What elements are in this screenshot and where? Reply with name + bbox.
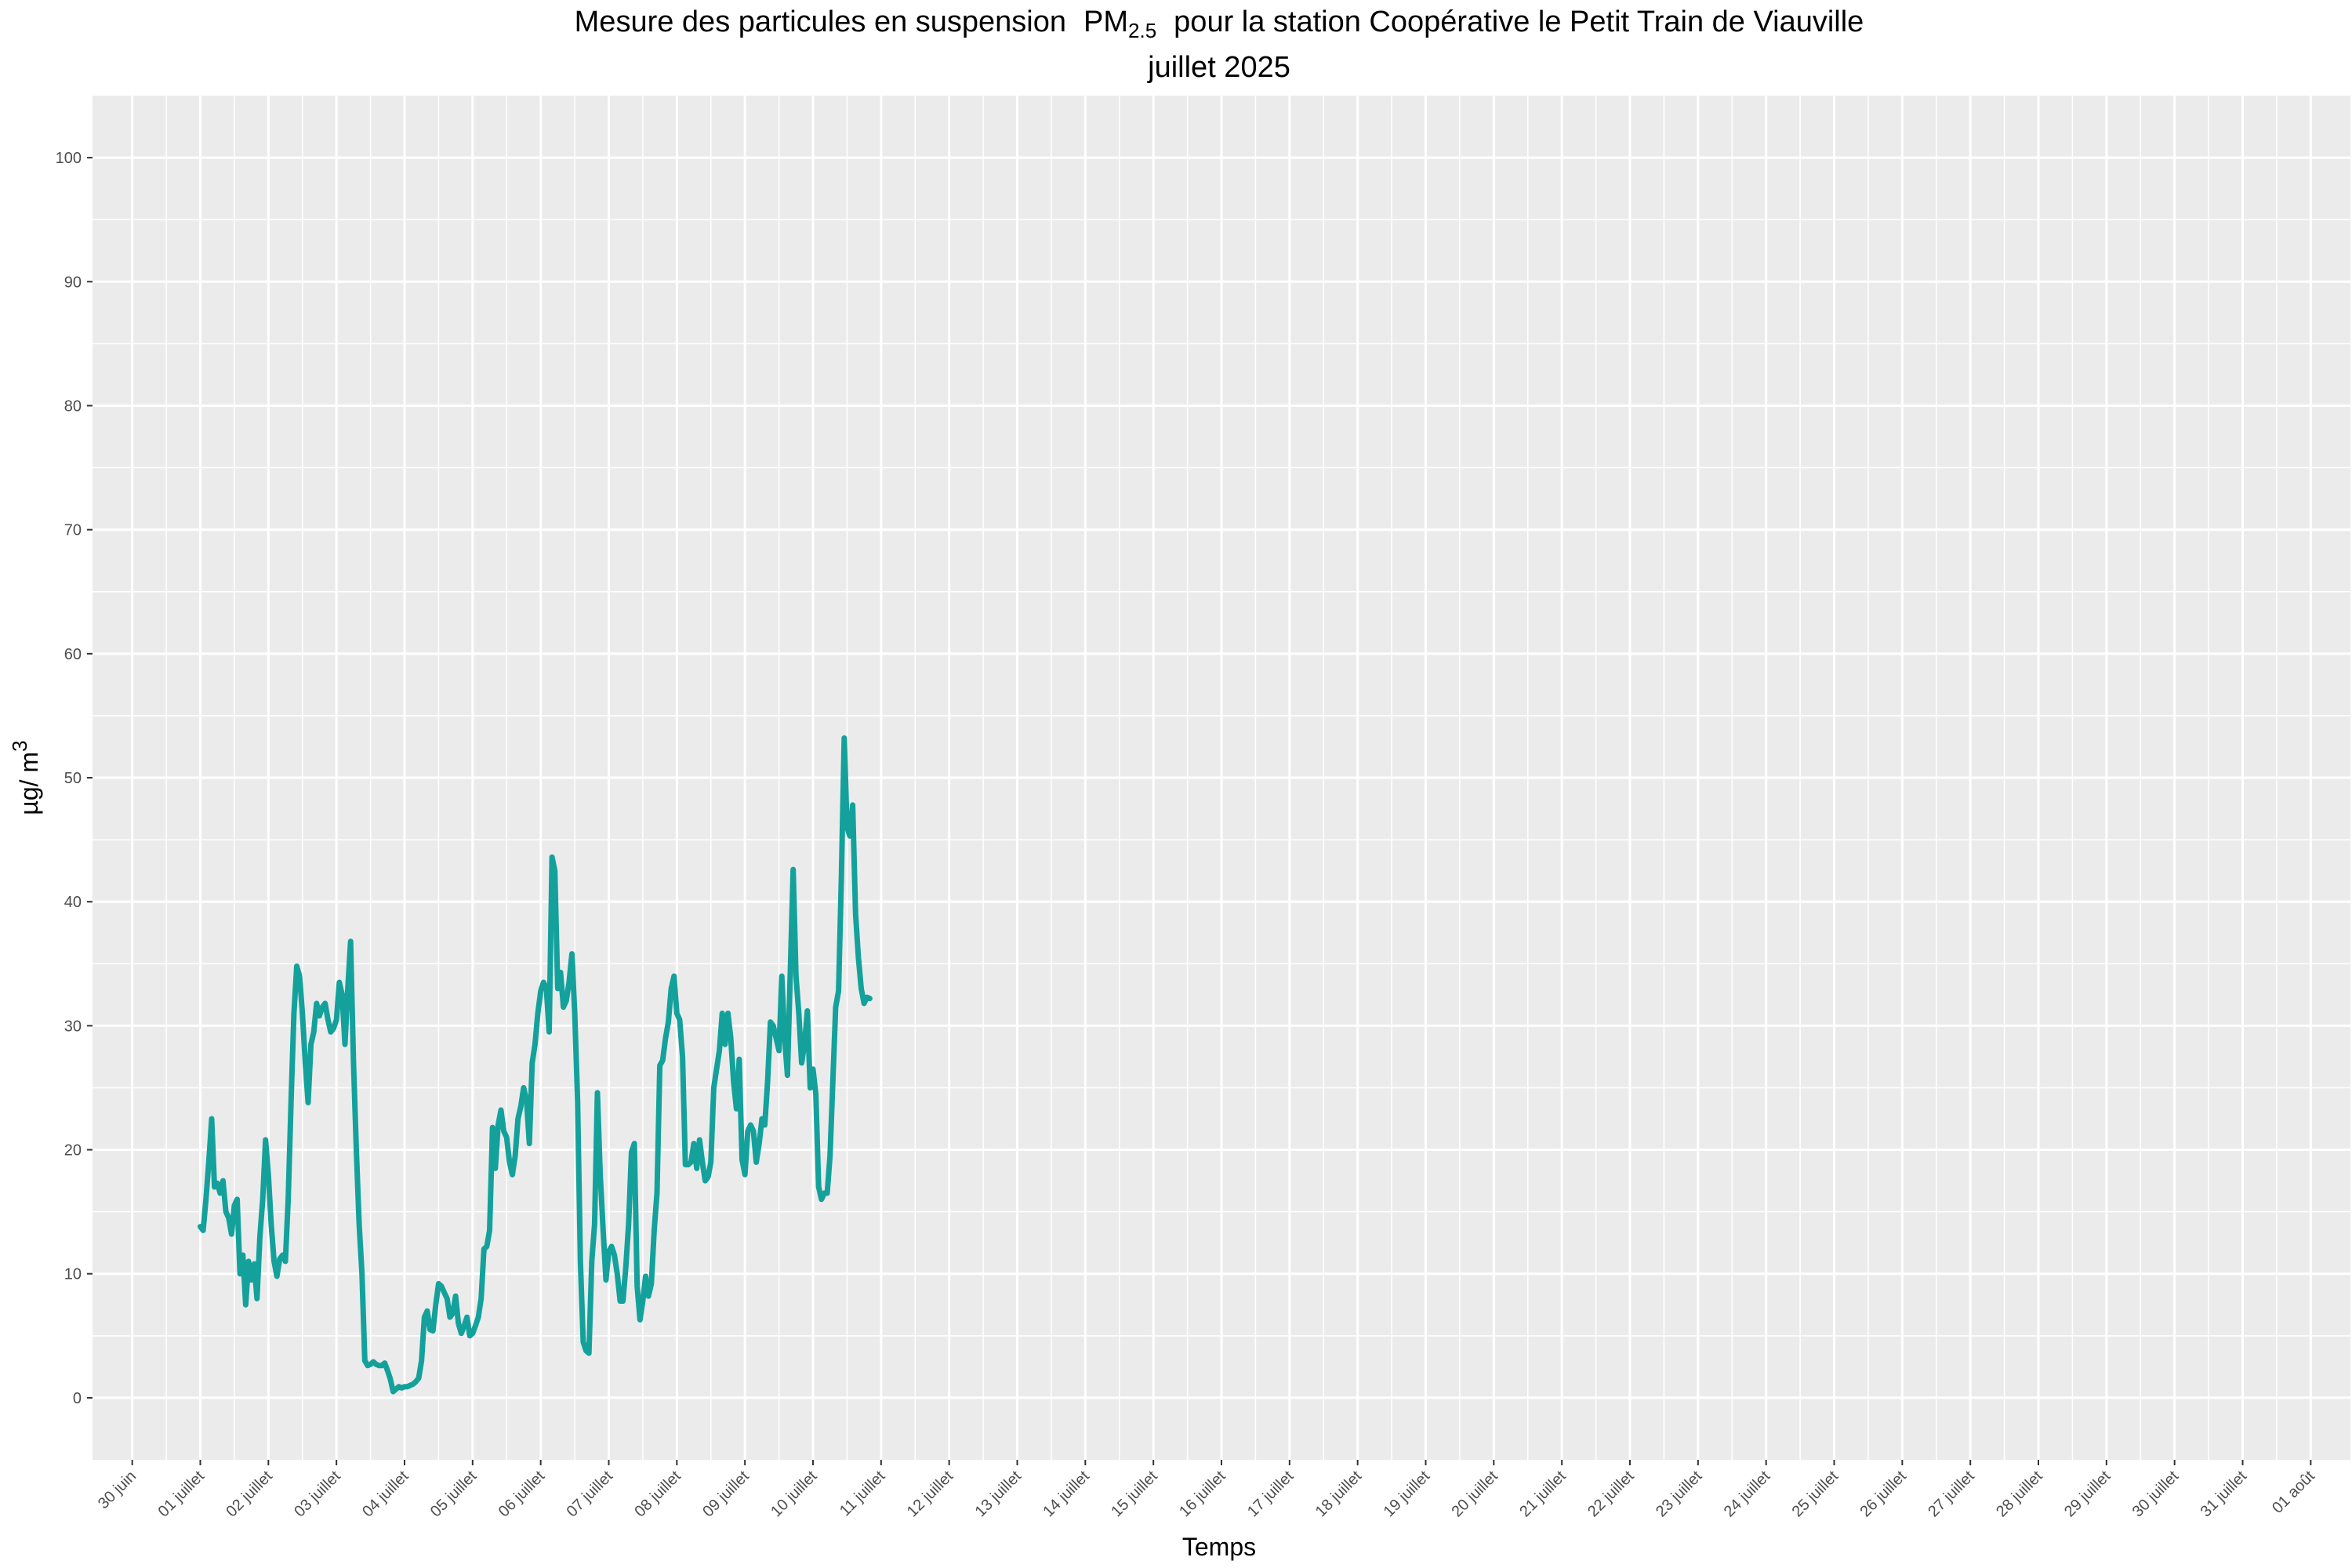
x-tick-label: 12 juillet: [904, 1468, 957, 1521]
x-tick-label: 14 juillet: [1040, 1468, 1093, 1521]
x-tick-label: 17 juillet: [1244, 1468, 1298, 1521]
x-axis-label: Temps: [1182, 1533, 1256, 1561]
x-tick-label: 01 août: [2269, 1468, 2318, 1517]
y-tick-label: 20: [64, 1142, 82, 1160]
x-tick-label: 30 juillet: [2129, 1468, 2183, 1521]
x-tick-label: 07 juillet: [564, 1468, 617, 1521]
x-tick-label: 26 juillet: [1857, 1468, 1910, 1521]
series-pm25: [198, 735, 873, 1395]
x-tick-label: 27 juillet: [1925, 1468, 1978, 1521]
x-tick-label: 29 juillet: [2061, 1468, 2114, 1521]
y-tick-label: 30: [64, 1018, 82, 1035]
y-tick-label: 100: [56, 150, 82, 167]
x-tick-label: 23 juillet: [1653, 1468, 1706, 1521]
x-tick-label: 31 juillet: [2198, 1468, 2251, 1521]
x-tick-label: 06 juillet: [495, 1468, 549, 1521]
x-tick-label: 28 juillet: [1993, 1468, 2046, 1521]
chart-title: Mesure des particules en suspension PM2.5…: [575, 5, 1864, 42]
x-tick-label: 24 juillet: [1721, 1468, 1774, 1521]
y-tick-label: 40: [64, 894, 82, 911]
x-tick-label: 16 juillet: [1176, 1468, 1229, 1521]
y-tick-label: 60: [64, 646, 82, 663]
y-axis-label: µg/ m3: [8, 740, 43, 815]
y-tick-label: 80: [64, 397, 82, 415]
x-tick-label: 01 juillet: [155, 1468, 209, 1521]
x-tick-label: 11 juillet: [837, 1468, 889, 1520]
x-tick-label: 05 juillet: [427, 1468, 481, 1521]
series-line: [198, 735, 873, 1395]
x-tick-label: 15 juillet: [1108, 1468, 1161, 1521]
gridlines: [93, 96, 2350, 1460]
x-tick-label: 18 juillet: [1312, 1468, 1366, 1521]
x-tick-label: 20 juillet: [1448, 1468, 1501, 1521]
x-tick-label: 09 juillet: [699, 1468, 753, 1521]
x-axis: 30 juin 01 juillet 02 juillet 03 juillet 04 …: [95, 1460, 2318, 1520]
x-tick-label: 08 juillet: [631, 1468, 684, 1521]
x-tick-label: 04 juillet: [359, 1468, 412, 1521]
x-tick-label: 22 juillet: [1584, 1468, 1638, 1521]
y-tick-label: 0: [73, 1390, 82, 1407]
x-tick-label: 30 juin: [95, 1468, 140, 1512]
x-tick-label: 03 juillet: [291, 1468, 344, 1521]
y-axis: 0 10 20 30 40 50 60 70 80 90 100: [56, 150, 93, 1407]
x-tick-label: 25 juillet: [1789, 1468, 1842, 1521]
x-tick-label: 02 juillet: [223, 1468, 276, 1521]
y-tick-label: 50: [64, 770, 82, 787]
y-tick-label: 10: [64, 1266, 82, 1283]
x-tick-label: 10 juillet: [768, 1468, 821, 1521]
y-tick-label: 70: [64, 522, 82, 539]
y-tick-label: 90: [64, 274, 82, 291]
x-tick-label: 13 juillet: [972, 1468, 1025, 1521]
x-tick-label: 19 juillet: [1381, 1468, 1434, 1521]
x-tick-label: 21 juillet: [1516, 1468, 1570, 1521]
chart-subtitle: juillet 2025: [1147, 51, 1290, 84]
